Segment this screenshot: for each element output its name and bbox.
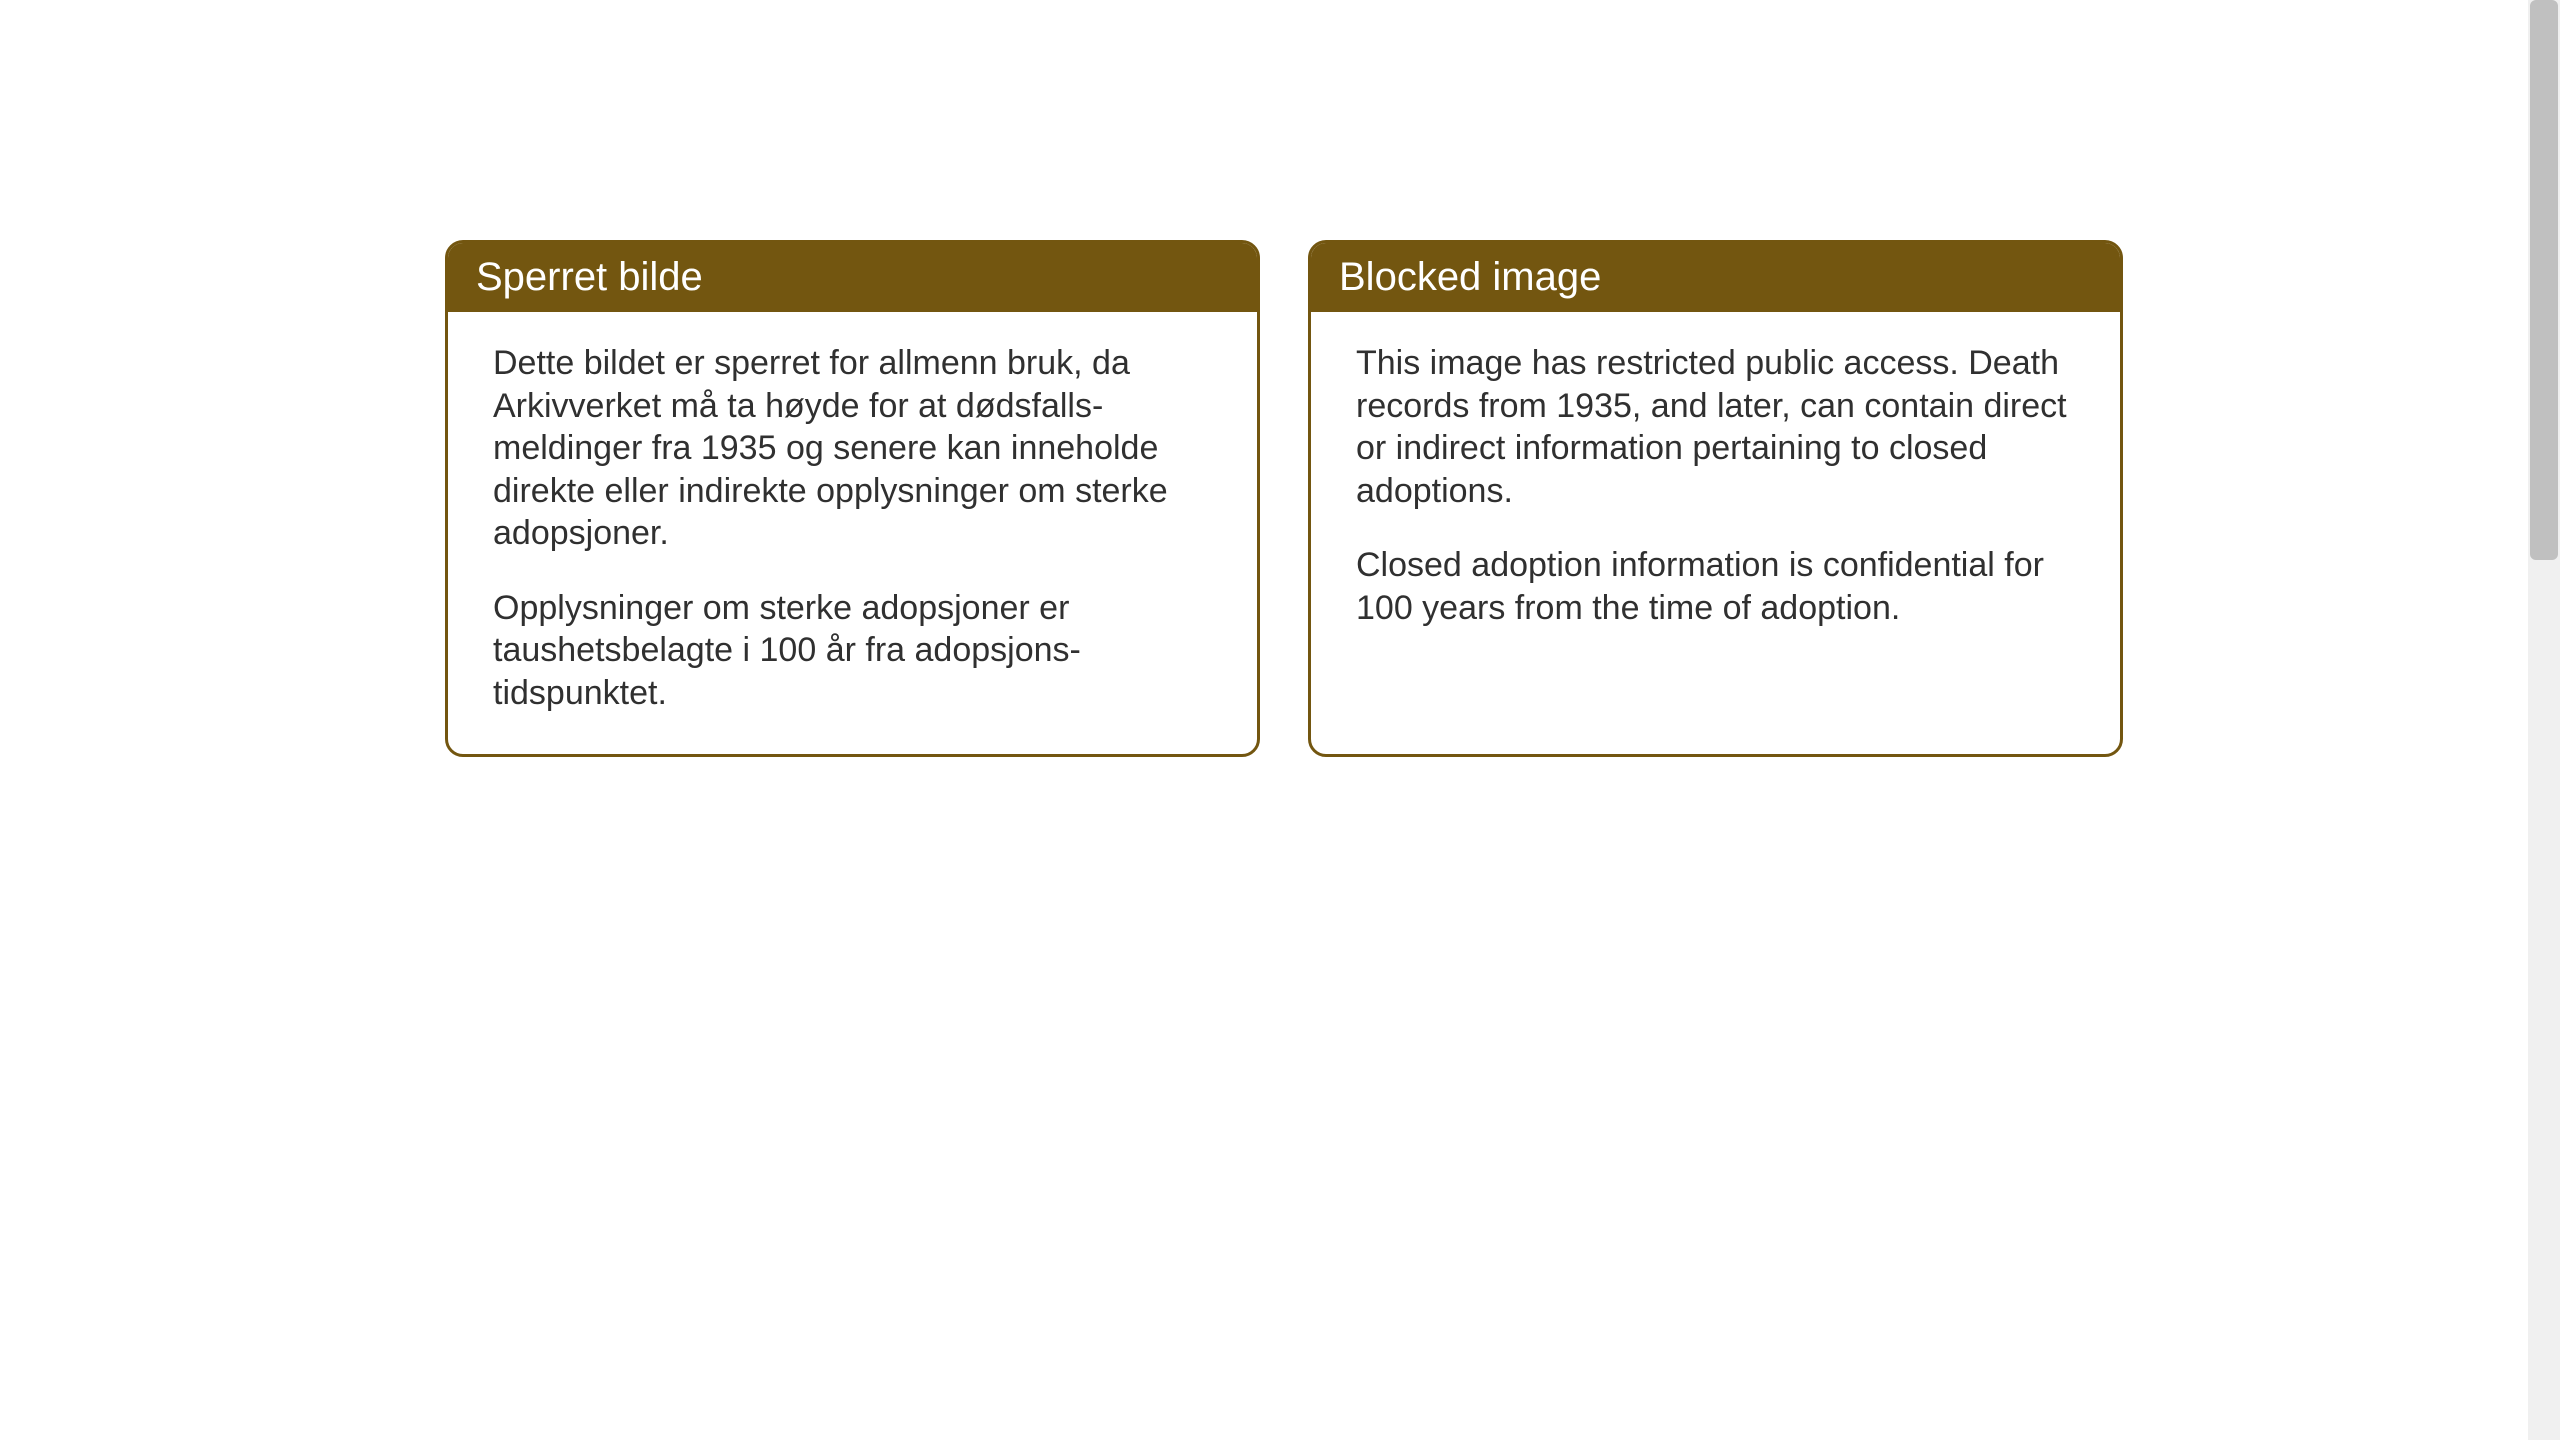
english-notice-card: Blocked image This image has restricted … [1308,240,2123,757]
card-title: Blocked image [1339,255,1601,299]
card-paragraph: Opplysninger om sterke adopsjoner er tau… [493,587,1212,715]
card-header-english: Blocked image [1311,243,2120,312]
card-header-norwegian: Sperret bilde [448,243,1257,312]
card-paragraph: This image has restricted public access.… [1356,342,2075,512]
card-paragraph: Dette bildet er sperret for allmenn bruk… [493,342,1212,555]
vertical-scrollbar[interactable] [2528,0,2560,1440]
norwegian-notice-card: Sperret bilde Dette bildet er sperret fo… [445,240,1260,757]
card-body-english: This image has restricted public access.… [1311,312,2120,669]
cards-container: Sperret bilde Dette bildet er sperret fo… [445,240,2123,757]
card-paragraph: Closed adoption information is confident… [1356,544,2075,629]
scrollbar-thumb[interactable] [2530,0,2558,560]
card-title: Sperret bilde [476,255,703,299]
card-body-norwegian: Dette bildet er sperret for allmenn bruk… [448,312,1257,754]
